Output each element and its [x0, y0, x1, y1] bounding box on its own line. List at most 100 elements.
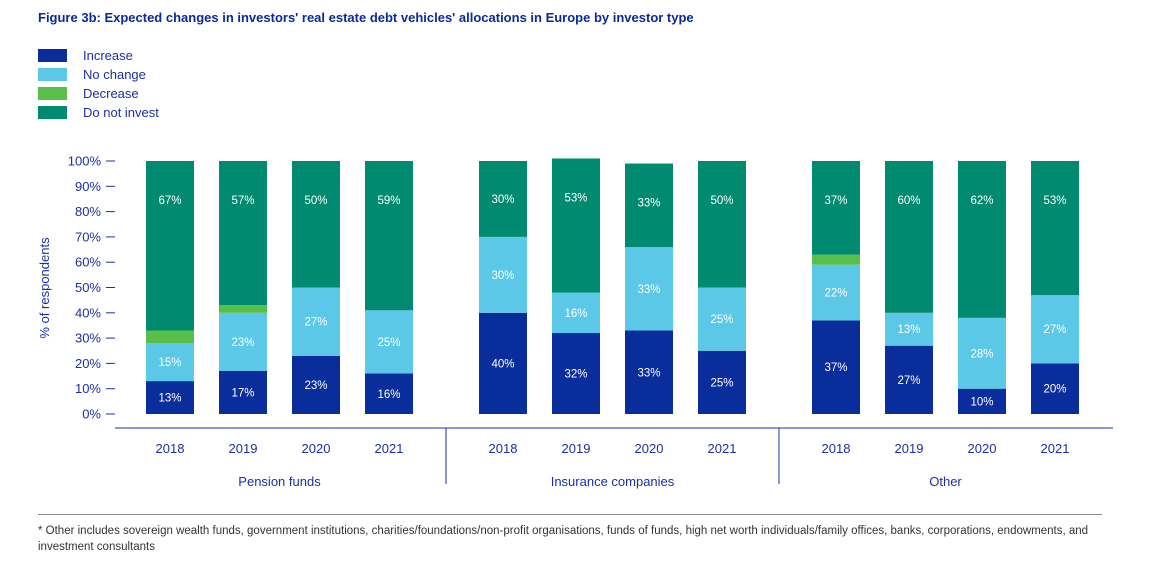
legend-item-decrease: Decrease	[38, 84, 159, 103]
increase-label: 17%	[231, 387, 254, 399]
no-change-label: 28%	[970, 348, 993, 360]
y-tick-label: 20%	[75, 356, 101, 371]
legend-label-no-change: No change	[83, 67, 146, 82]
no-change-segment	[625, 247, 673, 331]
increase-label: 33%	[637, 367, 660, 379]
do-not-invest-label: 50%	[710, 195, 733, 207]
do-not-invest-segment	[1031, 161, 1079, 296]
increase-label: 10%	[970, 396, 993, 408]
increase-segment	[698, 350, 746, 414]
legend-item-do-not-invest: Do not invest	[38, 103, 159, 122]
x-tick-label: 2021	[1041, 441, 1070, 456]
no-change-label: 16%	[564, 308, 587, 320]
legend-item-no-change: No change	[38, 65, 159, 84]
group-label: Insurance companies	[551, 474, 675, 489]
no-change-segment	[812, 264, 860, 321]
increase-segment	[958, 388, 1006, 414]
increase-segment	[292, 355, 340, 414]
increase-segment	[479, 312, 527, 414]
increase-label: 32%	[564, 369, 587, 381]
no-change-label: 25%	[710, 314, 733, 326]
no-change-segment	[552, 292, 600, 334]
legend-swatch-increase	[38, 49, 67, 62]
x-tick-label: 2018	[822, 441, 851, 456]
increase-label: 37%	[824, 362, 847, 374]
increase-segment	[146, 381, 194, 414]
x-tick-label: 2019	[229, 441, 258, 456]
do-not-invest-label: 53%	[564, 192, 587, 204]
no-change-label: 22%	[824, 288, 847, 300]
do-not-invest-segment	[698, 161, 746, 288]
increase-label: 23%	[304, 380, 327, 392]
y-tick-label: 0%	[82, 407, 101, 422]
do-not-invest-label: 60%	[897, 195, 920, 207]
legend-item-increase: Increase	[38, 46, 159, 65]
y-tick-label: 70%	[75, 229, 101, 244]
figure-title: Figure 3b: Expected changes in investors…	[38, 10, 694, 25]
do-not-invest-label: 62%	[970, 195, 993, 207]
y-tick-label: 100%	[68, 154, 102, 169]
increase-segment	[1031, 363, 1079, 414]
legend-label-do-not-invest: Do not invest	[83, 105, 159, 120]
no-change-segment	[698, 287, 746, 351]
no-change-segment	[292, 287, 340, 356]
do-not-invest-segment	[292, 161, 340, 288]
increase-segment	[365, 373, 413, 414]
decrease-segment	[219, 305, 267, 313]
do-not-invest-segment	[812, 161, 860, 255]
y-tick-label: 50%	[75, 280, 101, 295]
no-change-label: 33%	[637, 284, 660, 296]
no-change-segment	[479, 236, 527, 313]
legend-label-decrease: Decrease	[83, 86, 139, 101]
increase-segment	[885, 345, 933, 414]
increase-segment	[552, 333, 600, 414]
legend-label-increase: Increase	[83, 48, 133, 63]
do-not-invest-segment	[479, 161, 527, 237]
y-axis-title: % of respondents	[37, 237, 52, 339]
no-change-label: 25%	[377, 337, 400, 349]
no-change-segment	[219, 312, 267, 371]
x-tick-label: 2020	[635, 441, 664, 456]
chart-legend: Increase No change Decrease Do not inves…	[38, 46, 159, 122]
no-change-label: 30%	[491, 270, 514, 282]
decrease-segment	[812, 254, 860, 265]
increase-label: 40%	[491, 358, 514, 370]
do-not-invest-segment	[552, 158, 600, 293]
x-tick-label: 2021	[375, 441, 404, 456]
x-tick-label: 2020	[968, 441, 997, 456]
no-change-label: 27%	[1043, 324, 1066, 336]
do-not-invest-label: 67%	[158, 195, 181, 207]
group-label: Pension funds	[238, 474, 321, 489]
decrease-segment	[146, 330, 194, 344]
do-not-invest-segment	[625, 163, 673, 248]
increase-label: 16%	[377, 389, 400, 401]
no-change-label: 13%	[897, 324, 920, 336]
footnote-divider	[38, 514, 1102, 515]
increase-label: 27%	[897, 375, 920, 387]
do-not-invest-label: 30%	[491, 194, 514, 206]
y-tick-label: 60%	[75, 255, 101, 270]
do-not-invest-label: 59%	[377, 195, 400, 207]
x-tick-label: 2019	[895, 441, 924, 456]
no-change-segment	[146, 343, 194, 382]
y-tick-label: 80%	[75, 204, 101, 219]
no-change-segment	[1031, 295, 1079, 364]
do-not-invest-segment	[958, 161, 1006, 318]
do-not-invest-segment	[365, 161, 413, 311]
increase-segment	[219, 370, 267, 414]
do-not-invest-segment	[219, 161, 267, 306]
no-change-segment	[365, 310, 413, 374]
no-change-segment	[885, 312, 933, 346]
increase-label: 20%	[1043, 384, 1066, 396]
increase-segment	[625, 330, 673, 414]
do-not-invest-label: 50%	[304, 195, 327, 207]
do-not-invest-label: 37%	[824, 195, 847, 207]
no-change-label: 23%	[231, 337, 254, 349]
group-label: Other	[929, 474, 962, 489]
y-tick-label: 30%	[75, 331, 101, 346]
x-tick-label: 2018	[156, 441, 185, 456]
increase-segment	[812, 320, 860, 414]
y-tick-label: 10%	[75, 381, 101, 396]
no-change-segment	[958, 317, 1006, 389]
